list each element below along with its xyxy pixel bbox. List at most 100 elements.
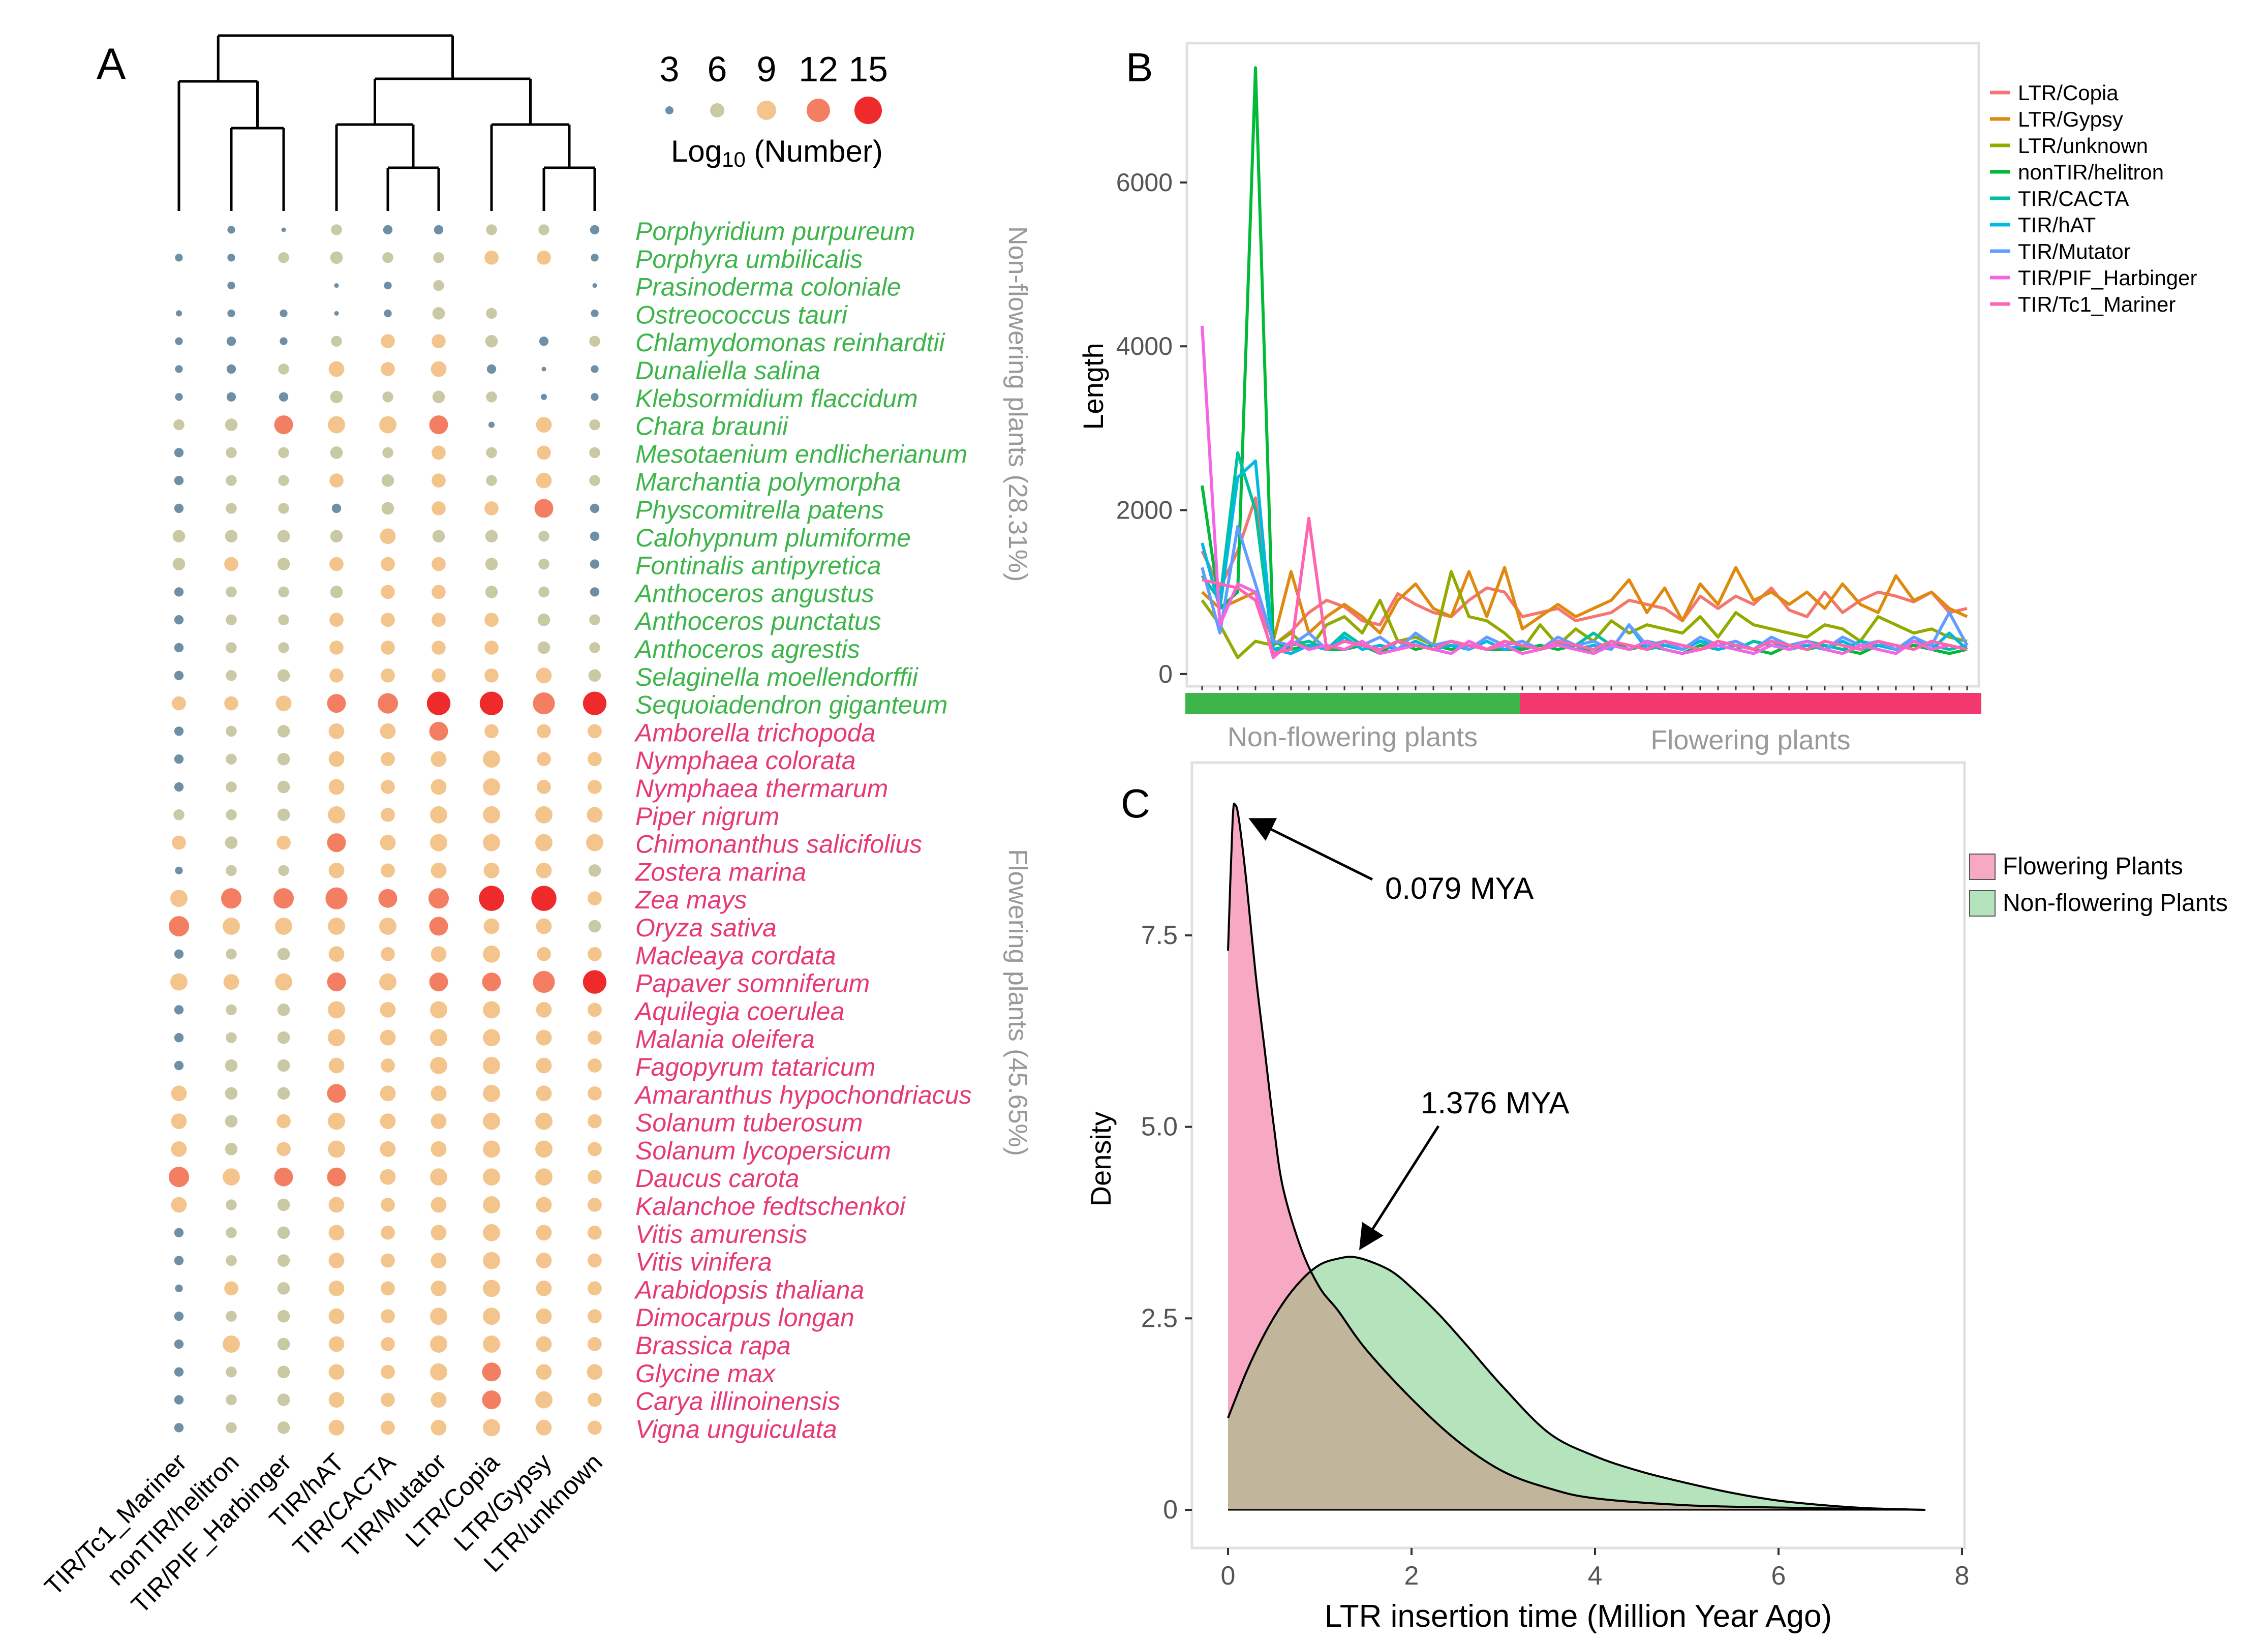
x-tick-label: 2 (1404, 1561, 1419, 1591)
dot (431, 1141, 447, 1157)
dot (541, 367, 546, 372)
dot (588, 1198, 602, 1212)
species-label: Solanum tuberosum (635, 1109, 863, 1137)
dot (277, 1365, 290, 1379)
dot (174, 503, 184, 513)
x-tick-label: 6 (1771, 1561, 1786, 1591)
dot (328, 1001, 345, 1019)
species-label: Daucus carota (635, 1164, 799, 1193)
dot (536, 417, 552, 433)
dot (328, 1057, 345, 1074)
species-label: Calohypnum plumiforme (635, 524, 911, 552)
dot (588, 1281, 602, 1296)
dot (537, 250, 551, 265)
dot (588, 1002, 602, 1017)
dot (225, 530, 238, 543)
dot (536, 1029, 552, 1046)
dot (590, 503, 600, 513)
dot (537, 947, 551, 961)
legend-value: 6 (708, 49, 727, 89)
dot (536, 1420, 552, 1436)
dot (536, 863, 552, 878)
dot (381, 1198, 395, 1212)
dot (329, 557, 344, 571)
dot (327, 1167, 346, 1187)
dot (381, 752, 395, 767)
dot (483, 834, 500, 852)
size-legend: 3 6 9 12 15 (660, 49, 888, 124)
dot (430, 1029, 447, 1047)
dot (588, 1420, 602, 1435)
dot (275, 973, 292, 991)
dot (275, 695, 292, 711)
dot (588, 1170, 602, 1184)
dot (588, 1058, 602, 1073)
dot (175, 365, 183, 373)
dot (431, 1420, 447, 1436)
legend-label: TIR/PIF_Harbinger (2018, 266, 2197, 290)
dot (174, 1395, 184, 1405)
dot (378, 889, 397, 908)
dot (226, 642, 237, 653)
species-label: Marchantia polymorpha (635, 468, 901, 496)
y-tick-label: 2000 (1116, 496, 1173, 525)
dot (277, 669, 290, 682)
dot (278, 252, 289, 263)
density-overlap (1228, 1257, 1925, 1510)
dot (381, 585, 395, 599)
dot (537, 613, 550, 626)
species-label: Selaginella moellendorffii (635, 663, 919, 691)
dot (328, 723, 345, 739)
dot (536, 1336, 552, 1352)
dot (485, 558, 498, 570)
dot (483, 863, 500, 878)
dot (430, 1363, 447, 1381)
dot (380, 528, 396, 544)
dot (429, 415, 448, 435)
dot (328, 1392, 345, 1408)
group-label: Non-flowering plants (1228, 722, 1478, 752)
series-line (1201, 566, 1968, 643)
dot (483, 1196, 500, 1213)
panel-b-letter: B (1126, 45, 1153, 90)
dot (227, 281, 235, 290)
dot (225, 836, 238, 849)
te-type-labels: TIR/Tc1_MarinernonTIR/helitronTIR/PIF_Ha… (39, 1448, 608, 1619)
dot (588, 1392, 602, 1407)
dot (586, 834, 603, 852)
dot (380, 1002, 396, 1018)
dot (279, 392, 289, 402)
dot (174, 1256, 184, 1265)
dot (380, 1141, 396, 1157)
dot (226, 586, 237, 598)
annotation-label: 0.079 MYA (1385, 871, 1534, 905)
dot (329, 473, 344, 488)
dot (483, 945, 500, 963)
dot (432, 501, 446, 515)
dot (589, 419, 600, 431)
dot (381, 1253, 395, 1268)
dot (483, 1057, 500, 1074)
legend-dot (854, 97, 882, 124)
species-label: Chlamydomonas reinhardtii (635, 328, 946, 357)
dot (227, 309, 235, 318)
dot (484, 501, 499, 515)
dot (172, 835, 186, 850)
x-tick-label: 0 (1221, 1561, 1236, 1591)
legend-label: LTR/unknown (2018, 134, 2148, 158)
dot (278, 475, 289, 486)
dot (483, 806, 500, 824)
species-label: Fontinalis antipyretica (635, 552, 881, 580)
dot (535, 1140, 553, 1158)
dot (381, 1337, 395, 1351)
dot (486, 475, 497, 486)
dot (483, 1084, 500, 1102)
dot (275, 918, 292, 935)
dot (588, 1142, 602, 1157)
species-label: Klebsormidium flaccidum (635, 384, 918, 413)
dot (588, 724, 602, 739)
dot (430, 806, 447, 824)
dot (381, 947, 395, 961)
